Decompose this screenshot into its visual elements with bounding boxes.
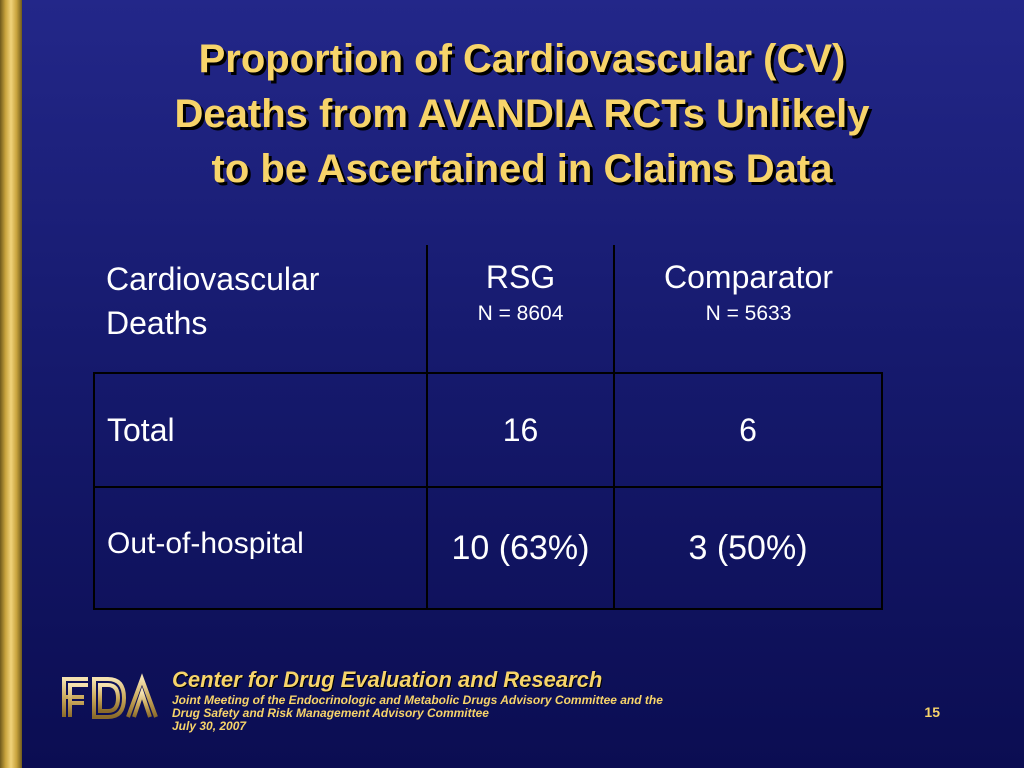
footer-center-name: Center for Drug Evaluation and Research (172, 667, 603, 692)
header-cv-line-2: Deaths (106, 305, 208, 341)
header-cv-deaths: Cardiovascular Deaths (94, 245, 427, 374)
table-row: Total 16 6 (93, 372, 883, 488)
header-rsg-n: N = 8604 (477, 302, 564, 325)
row-label-out-of-hospital: Out-of-hospital (93, 486, 428, 610)
header-cv-line-1: Cardiovascular (106, 261, 320, 297)
table-row: Out-of-hospital 10 (63%) 3 (50%) (93, 486, 883, 610)
row-label-total: Total (93, 372, 428, 488)
page-number: 15 (924, 704, 940, 720)
title-line-1: Proportion of Cardiovascular (CV) (198, 37, 846, 81)
cv-deaths-table: Cardiovascular Deaths RSG N = 8604 Compa… (93, 245, 883, 610)
cell-rsg-total: 16 (426, 372, 615, 488)
fda-logo (62, 673, 158, 719)
title-line-3: to be Ascertained in Claims Data (211, 147, 833, 191)
footer-date: July 30, 2007 (172, 719, 247, 733)
header-rsg: RSG N = 8604 (426, 245, 614, 374)
table-header-row: Cardiovascular Deaths RSG N = 8604 Compa… (94, 245, 882, 374)
header-comparator-n: N = 5633 (705, 302, 792, 325)
footer: Center for Drug Evaluation and Research … (172, 666, 792, 733)
header-comparator-title: Comparator (664, 259, 833, 295)
header-rsg-title: RSG (485, 259, 556, 295)
slide-title: Proportion of Cardiovascular (CV) Deaths… (60, 32, 984, 197)
header-comparator: Comparator N = 5633 (613, 245, 882, 374)
gold-side-bar (0, 0, 22, 768)
title-line-2: Deaths from AVANDIA RCTs Unlikely (174, 92, 870, 136)
cell-comparator-total: 6 (613, 372, 883, 488)
cell-rsg-out-of-hospital: 10 (63%) (426, 486, 615, 610)
footer-meeting-line-1: Joint Meeting of the Endocrinologic and … (172, 693, 663, 707)
footer-meeting-line-2: Drug Safety and Risk Management Advisory… (172, 706, 489, 720)
cell-comparator-out-of-hospital: 3 (50%) (613, 486, 883, 610)
